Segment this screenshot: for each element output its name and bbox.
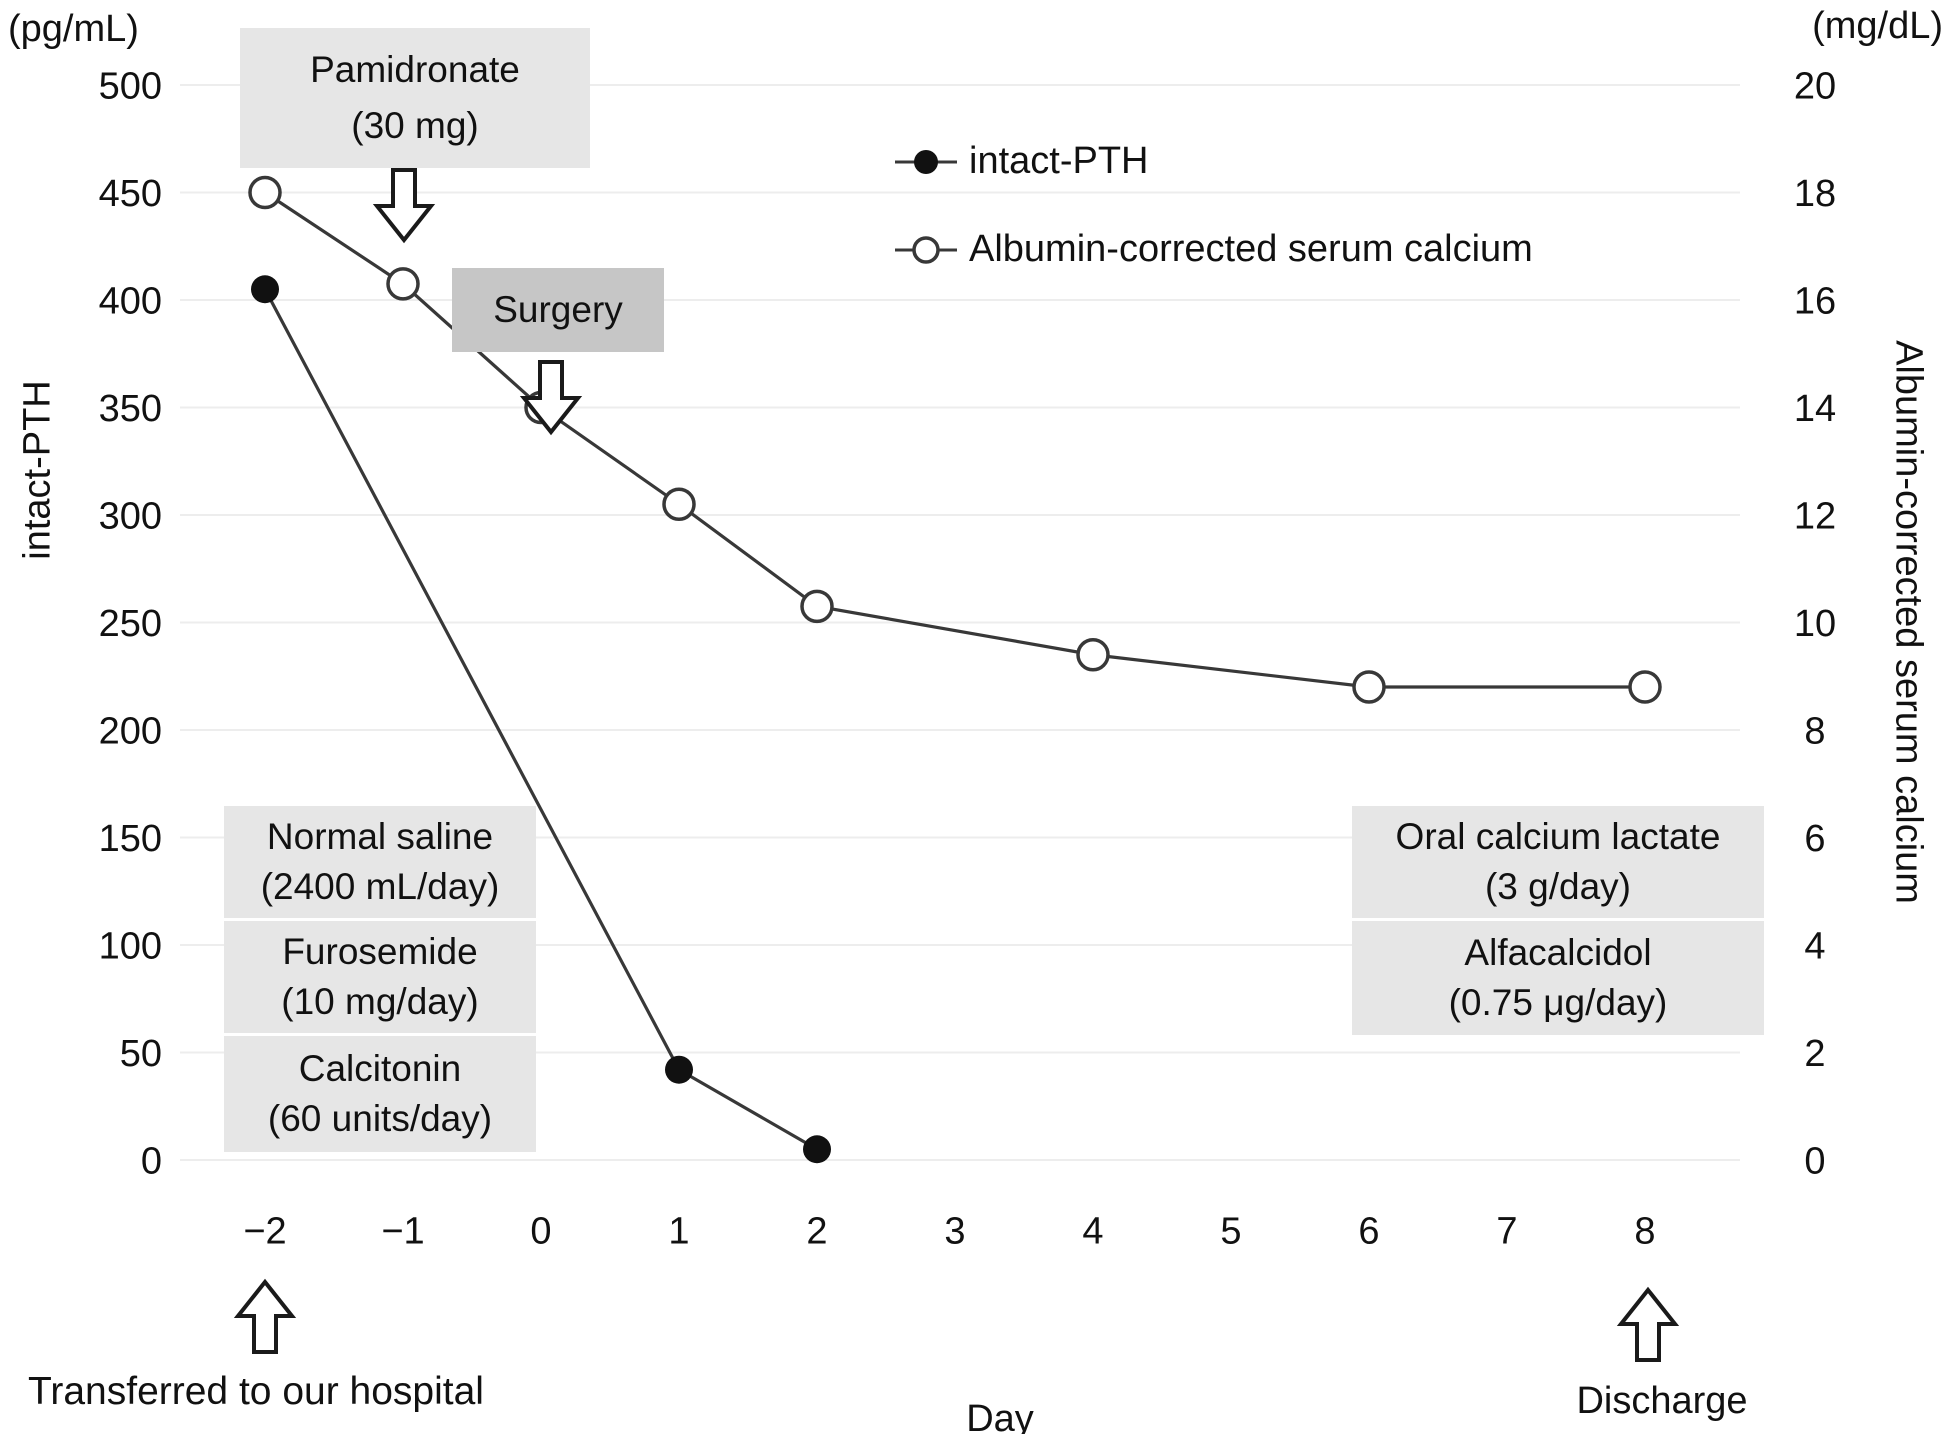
left-tick-label: 350	[99, 388, 162, 430]
normal-saline-annotation: Normal saline (2400 mL/day)	[224, 806, 536, 918]
furosemide-annotation: Furosemide (10 mg/day)	[224, 921, 536, 1033]
data-point-filled-circle	[251, 275, 279, 304]
transferred-caption: Transferred to our hospital	[28, 1370, 484, 1413]
right-tick-label: 6	[1804, 818, 1825, 860]
filled-circle-marker-icon	[895, 149, 957, 174]
open-circle-marker-icon	[895, 235, 957, 264]
data-point-open-circle	[800, 589, 834, 624]
left-tick-label: 0	[141, 1140, 162, 1182]
data-point-open-circle	[248, 175, 282, 210]
data-point-open-circle	[1076, 638, 1110, 672]
surgery-down-arrow-icon	[519, 360, 583, 436]
alfacalcidol-annotation: Alfacalcidol (0.75 μg/day)	[1352, 921, 1764, 1035]
legend-label: intact-PTH	[969, 140, 1149, 182]
x-tick-label: 2	[806, 1210, 827, 1252]
data-point-filled-circle	[803, 1135, 831, 1164]
right-tick-label: 14	[1794, 388, 1836, 430]
legend-item-calcium: Albumin-corrected serum calcium	[893, 228, 1533, 271]
right-tick-label: 2	[1804, 1033, 1825, 1075]
x-tick-label: 8	[1634, 1210, 1655, 1252]
data-point-filled-circle	[665, 1055, 693, 1084]
left-tick-label: 150	[99, 818, 162, 860]
x-tick-label: 0	[530, 1210, 551, 1252]
legend-label: Albumin-corrected serum calcium	[969, 228, 1533, 270]
left-tick-label: 200	[99, 710, 162, 752]
left-tick-label: 450	[99, 173, 162, 215]
x-tick-label: 5	[1220, 1210, 1241, 1252]
calcitonin-annotation: Calcitonin (60 units/day)	[224, 1036, 536, 1152]
left-tick-label: 300	[99, 495, 162, 537]
left-tick-label: 500	[99, 65, 162, 107]
oral-calcium-lactate-annotation: Oral calcium lactate (3 g/day)	[1352, 806, 1764, 918]
x-tick-label: 4	[1082, 1210, 1103, 1252]
discharge-up-arrow-icon	[1616, 1286, 1680, 1362]
left-tick-label: 100	[99, 925, 162, 967]
x-tick-label: −1	[381, 1210, 424, 1252]
x-tick-label: 6	[1358, 1210, 1379, 1252]
right-tick-label: 0	[1804, 1140, 1825, 1182]
transferred-up-arrow-icon	[233, 1278, 297, 1354]
left-axis-title: intact-PTH	[16, 380, 59, 560]
right-tick-label: 18	[1794, 173, 1836, 215]
right-tick-label: 16	[1794, 280, 1836, 322]
data-point-open-circle	[386, 267, 420, 301]
data-point-open-circle	[1628, 670, 1662, 704]
x-tick-label: 1	[668, 1210, 689, 1252]
right-axis-unit: (mg/dL)	[1812, 5, 1943, 47]
x-tick-label: 7	[1496, 1210, 1517, 1252]
series-line-calcium	[264, 191, 1645, 689]
left-axis-unit: (pg/mL)	[8, 8, 139, 50]
left-tick-label: 250	[99, 603, 162, 645]
right-tick-label: 20	[1794, 65, 1836, 107]
data-point-open-circle	[1352, 670, 1386, 704]
pamidronate-down-arrow-icon	[372, 168, 436, 244]
surgery-annotation: Surgery	[452, 268, 664, 352]
legend-item-intact-pth: intact-PTH	[893, 140, 1148, 183]
right-tick-label: 12	[1794, 495, 1836, 537]
right-axis-title: Albumin-corrected serum calcium	[1887, 340, 1930, 904]
x-tick-label: 3	[944, 1210, 965, 1252]
right-tick-label: 8	[1804, 710, 1825, 752]
x-axis-title: Day	[966, 1398, 1034, 1434]
data-point-open-circle	[662, 487, 696, 521]
discharge-caption: Discharge	[1576, 1380, 1748, 1422]
left-tick-label: 400	[99, 280, 162, 322]
left-tick-label: 50	[120, 1033, 162, 1075]
right-tick-label: 4	[1804, 925, 1825, 967]
right-tick-label: 10	[1794, 603, 1836, 645]
pamidronate-annotation: Pamidronate (30 mg)	[240, 28, 590, 168]
x-tick-label: −2	[243, 1210, 286, 1252]
